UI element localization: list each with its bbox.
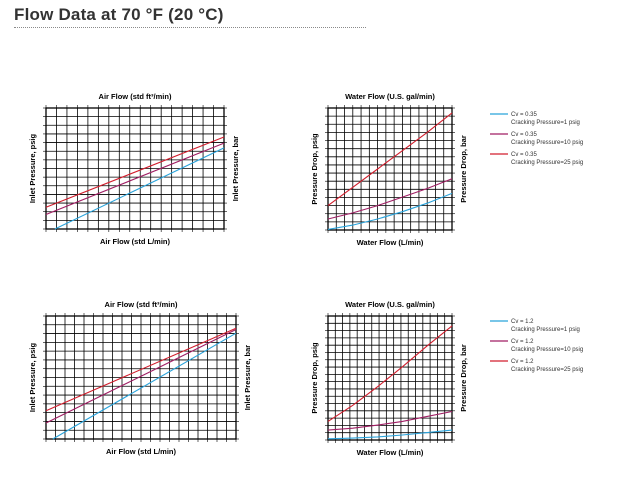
legend-cracking-label: Cracking Pressure=1 psig [511, 327, 580, 333]
legend-legend-cv035: Cv = 0.35 Cracking Pressure=1 psig Cv = 0.… [490, 112, 583, 166]
chart-water-cv12: Water Flow (U.S. gal/min) Water Flow (L/m… [310, 300, 468, 457]
y-axis-label-right: Pressure Drop, bar [459, 344, 468, 412]
y-axis-label-right: Pressure Drop, bar [459, 135, 468, 203]
series-line-3 [327, 112, 453, 207]
legend-cracking-label: Cracking Pressure=25 psig [511, 367, 583, 373]
series-line-1 [327, 192, 453, 230]
legend-cv-label: Cv = 1.2 [511, 359, 534, 365]
legend-cv-label: Cv = 1.2 [511, 319, 534, 325]
series-line-2 [45, 142, 225, 216]
y-axis-label: Pressure Drop, psig [310, 133, 319, 205]
legend-cv-label: Cv = 0.35 [511, 152, 538, 158]
series-line-3 [327, 325, 453, 422]
y-axis-label: Pressure Drop, psig [310, 342, 319, 414]
legend-legend-cv12: Cv = 1.2 Cracking Pressure=1 psig Cv = 1.2… [490, 319, 583, 373]
series-line-1 [327, 429, 453, 440]
chart-title: Water Flow (U.S. gal/min) [345, 300, 435, 309]
plot-frame [327, 107, 453, 231]
legend-cv-label: Cv = 0.35 [511, 132, 538, 138]
series-line-1 [54, 147, 225, 230]
x-axis-label: Water Flow (L/min) [357, 238, 424, 247]
legend-cracking-label: Cracking Pressure=10 psig [511, 347, 583, 353]
legend-cv-label: Cv = 0.35 [511, 112, 538, 118]
series-line-2 [327, 410, 453, 431]
y-axis-label: Inlet Pressure, psig [28, 133, 37, 203]
chart-water-cv035: Water Flow (U.S. gal/min) Water Flow (L/m… [310, 92, 468, 247]
page-title: Flow Data at 70 °F (20 °C) [14, 5, 224, 24]
chart-air-cv035: Air Flow (std ft³/min) Air Flow (std L/mi… [28, 92, 240, 246]
x-axis-label: Water Flow (L/min) [357, 448, 424, 457]
title-divider [14, 27, 366, 28]
series-line-2 [327, 178, 453, 220]
legend-cracking-label: Cracking Pressure=25 psig [511, 160, 583, 166]
series-line-3 [45, 327, 237, 412]
y-axis-label-right: Inlet Pressure, bar [231, 136, 240, 202]
x-axis-label: Air Flow (std L/min) [106, 447, 176, 456]
series-line-2 [45, 329, 237, 424]
y-axis-label: Inlet Pressure, psig [28, 342, 37, 412]
legend-cracking-label: Cracking Pressure=1 psig [511, 120, 580, 126]
plot-frame [327, 315, 453, 441]
series-line-1 [52, 332, 237, 440]
legend-cv-label: Cv = 1.2 [511, 339, 534, 345]
y-axis-label-right: Inlet Pressure, bar [243, 345, 252, 411]
legend-cracking-label: Cracking Pressure=10 psig [511, 140, 583, 146]
x-axis-label: Air Flow (std L/min) [100, 237, 170, 246]
chart-air-cv12: Air Flow (std ft³/min) Air Flow (std L/mi… [28, 300, 252, 456]
chart-title: Air Flow (std ft³/min) [105, 300, 178, 309]
series-line-3 [45, 136, 225, 208]
chart-title: Water Flow (U.S. gal/min) [345, 92, 435, 101]
chart-title: Air Flow (std ft³/min) [99, 92, 172, 101]
